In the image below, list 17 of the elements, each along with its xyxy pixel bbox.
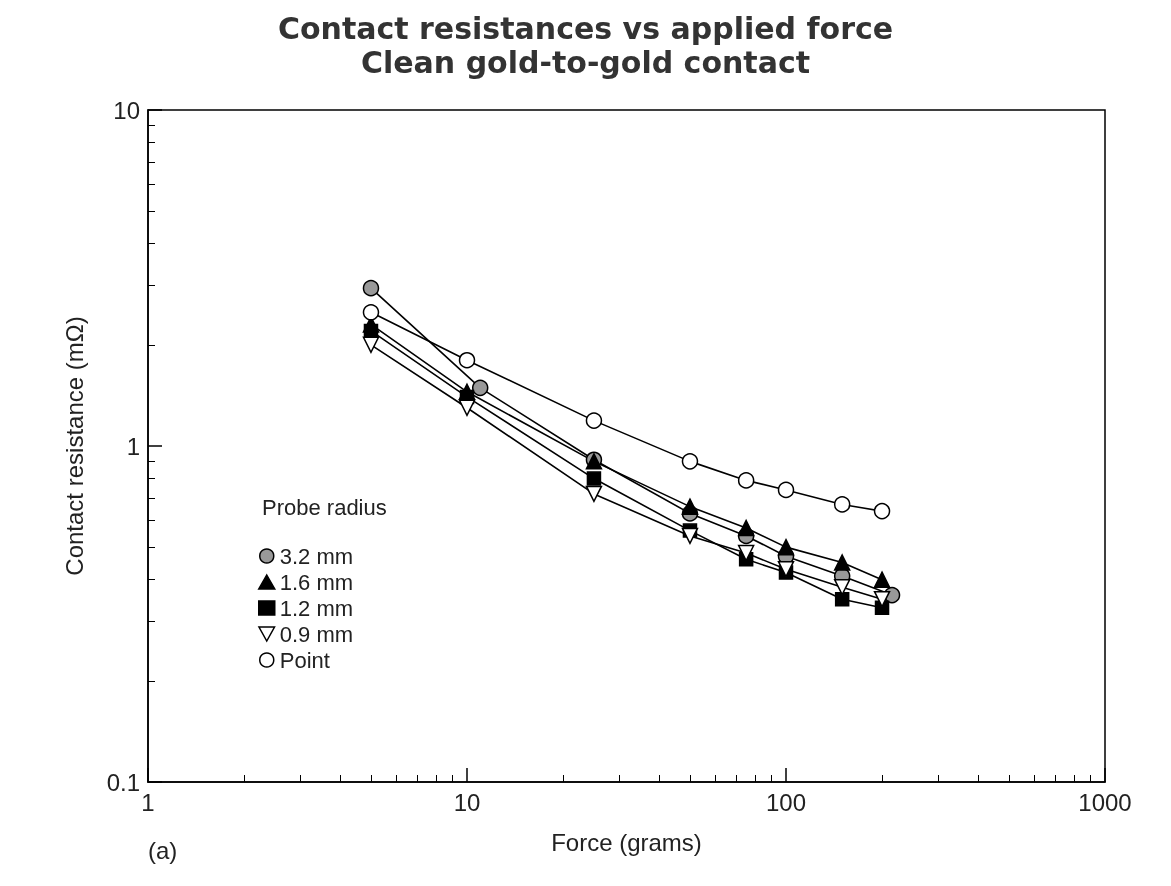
y-axis-title: Contact resistance (mΩ)	[60, 316, 88, 576]
chart-title: Contact resistances vs applied force	[277, 10, 894, 46]
text: (a)	[148, 836, 178, 864]
legend-label: 0.9 mm	[279, 621, 354, 647]
x-axis-title: Force (grams)	[551, 828, 702, 856]
legend-label: Point	[279, 647, 330, 673]
x-tick-label: 10	[453, 788, 481, 816]
y-tick-label: 10	[113, 96, 140, 124]
y-tick-label: 1	[126, 432, 140, 460]
y-tick-label: 0.1	[106, 768, 140, 796]
legend-label: 1.6 mm	[279, 569, 354, 595]
x-tick-label: 1000	[1078, 788, 1132, 816]
chart-subtitle: Clean gold-to-gold contact	[360, 44, 811, 80]
legend-label: 1.2 mm	[279, 595, 354, 621]
legend-label: 3.2 mm	[279, 543, 354, 569]
x-tick-label: 100	[765, 788, 807, 816]
legend-title: Probe radius	[262, 494, 387, 520]
